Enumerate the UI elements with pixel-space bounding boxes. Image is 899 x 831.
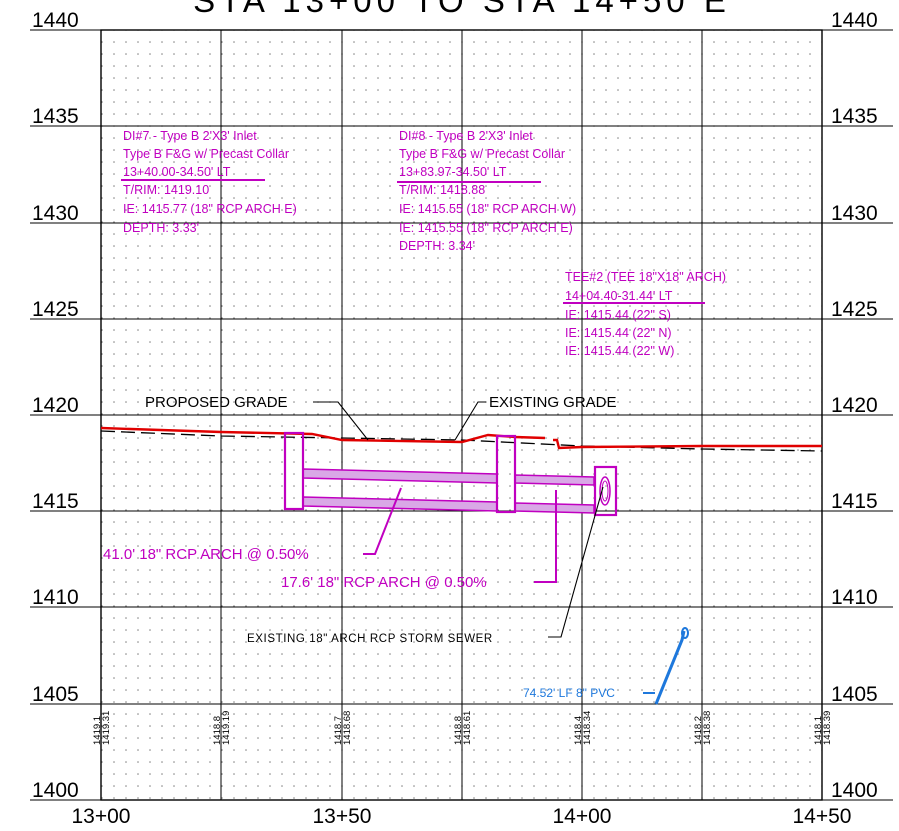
di8-line-4: T/RIM: 1418.88: [399, 183, 485, 197]
di8-structure: [495, 434, 517, 514]
left-elev-1435: 1435: [32, 105, 79, 128]
di8-line-2: Type B F&G w/ Precast Collar: [399, 147, 565, 161]
existing-sewer-leader: [548, 486, 604, 638]
left-elev-1405: 1405: [32, 683, 79, 706]
left-elev-1440: 1440: [32, 9, 79, 32]
grade-table: 1419.1 1419.31 1418.8 1419.19 1418.7 141…: [92, 711, 833, 745]
grade-proposed-1450: 1418.39: [822, 711, 833, 745]
di8-note: DI#8 - Type B 2'X3' Inlet Type B F&G w/ …: [399, 129, 576, 253]
grade-proposed-1325: 1419.19: [221, 711, 232, 745]
di7-note: DI#7 - Type B 2'X3' Inlet Type B F&G w/ …: [123, 129, 297, 235]
existing-grade-leader: [454, 401, 486, 441]
di7-line-6: DEPTH: 3.33': [123, 221, 199, 235]
pipe-segment-2-bottom: [514, 502, 595, 514]
right-elev-1440: 1440: [831, 9, 878, 32]
di7-line-1: DI#7 - Type B 2'X3' Inlet: [123, 129, 257, 143]
grade-existing-1325: 1418.8: [212, 716, 223, 745]
di8-line-7: DEPTH: 3.34': [399, 239, 475, 253]
station-1400: 14+00: [553, 805, 612, 828]
grade-existing-1375: 1418.8: [453, 716, 464, 745]
sheet-title: STA 13+00 TO STA 14+50 E: [193, 0, 731, 19]
pvc-pipe-line: [654, 630, 686, 705]
di8-line-5: IE: 1415.55 (18" RCP ARCH W): [399, 202, 576, 216]
left-elev-1425: 1425: [32, 298, 79, 321]
left-elev-1400: 1400: [32, 779, 79, 802]
left-elev-1420: 1420: [32, 394, 79, 417]
grade-proposed-1425: 1418.38: [702, 711, 713, 745]
right-elev-1435: 1435: [831, 105, 878, 128]
right-elevation-labels: 1440 1435 1430 1425 1420 1415 1410 1405 …: [831, 9, 878, 802]
left-elev-1415: 1415: [32, 490, 79, 513]
existing-sewer-label: EXISTING 18" ARCH RCP STORM SEWER: [247, 633, 493, 645]
di7-structure: [283, 431, 305, 511]
station-labels: 13+00 13+50 14+00 14+50: [72, 805, 852, 828]
proposed-grade-label: PROPOSED GRADE: [145, 394, 288, 411]
station-1450: 14+50: [793, 805, 852, 828]
right-elev-1420: 1420: [831, 394, 878, 417]
existing-grade-label: EXISTING GRADE: [489, 394, 617, 411]
right-elev-1430: 1430: [831, 202, 878, 225]
grid-vertical: [220, 30, 703, 800]
tee2-line-3: IE: 1415.44 (22" S): [565, 308, 671, 322]
pvc-label: 74.52' LF 8" PVC: [523, 686, 615, 700]
station-1350: 13+50: [313, 805, 372, 828]
right-elev-1405: 1405: [831, 683, 878, 706]
grade-existing-1400: 1418.4: [573, 716, 584, 745]
grade-existing-1425: 1418.2: [693, 716, 704, 745]
tee2-line-1: TEE#2 (TEE 18"X18" ARCH): [565, 270, 726, 284]
di8-line-6: IE: 1415.55 (18" RCP ARCH E): [399, 221, 573, 235]
right-elev-1415: 1415: [831, 490, 878, 513]
tee2-line-2: 14+04.40-31.44' LT: [565, 289, 673, 303]
right-elev-1425: 1425: [831, 298, 878, 321]
di7-line-4: T/RIM: 1419.10: [123, 183, 209, 197]
tee2-arch-pipe: [599, 476, 611, 506]
tee2-structure: [593, 465, 618, 517]
grade-existing-1350: 1418.7: [333, 716, 344, 745]
tee2-note: TEE#2 (TEE 18"X18" ARCH) 14+04.40-31.44'…: [565, 270, 726, 358]
grade-proposed-1300: 1419.31: [101, 711, 112, 745]
left-elev-1430: 1430: [32, 202, 79, 225]
pipe1-label: 41.0' 18" RCP ARCH @ 0.50%: [103, 546, 309, 563]
grade-proposed-1350: 1418.68: [342, 711, 353, 745]
tee2-line-4: IE: 1415.44 (22" N): [565, 326, 672, 340]
tee2-line-5: IE: 1415.44 (22" W): [565, 344, 674, 358]
grade-existing-1450: 1418.1: [813, 716, 824, 745]
di7-line-3: 13+40.00-34.50' LT: [123, 165, 231, 179]
pipe1-leader: [363, 487, 402, 555]
grade-proposed-1400: 1418.34: [582, 711, 593, 745]
proposed-grade-leader: [313, 401, 369, 441]
existing-grade-line: [101, 430, 822, 452]
left-elev-1410: 1410: [32, 586, 79, 609]
pipe-segment-2: [514, 474, 595, 486]
right-elev-1400: 1400: [831, 779, 878, 802]
proposed-grade-line-east: [553, 438, 822, 450]
pipe2-label: 17.6' 18" RCP ARCH @ 0.50%: [281, 574, 487, 591]
right-elev-1410: 1410: [831, 586, 878, 609]
left-elevation-labels: 1440 1435 1430 1425 1420 1415 1410 1405 …: [32, 9, 79, 802]
pvc-pipe-end: [681, 627, 689, 639]
grade-proposed-1375: 1418.61: [462, 711, 473, 745]
pipe2-leader: [534, 490, 557, 583]
di8-line-3: 13+83.97-34.50' LT: [399, 165, 507, 179]
di7-line-2: Type B F&G w/ Precast Collar: [123, 147, 289, 161]
elevation-rules: [30, 29, 893, 801]
grade-existing-1300: 1419.1: [92, 716, 103, 745]
station-1300: 13+00: [72, 805, 131, 828]
di8-line-1: DI#8 - Type B 2'X3' Inlet: [399, 129, 533, 143]
di7-line-5: IE: 1415.77 (18" RCP ARCH E): [123, 202, 297, 216]
